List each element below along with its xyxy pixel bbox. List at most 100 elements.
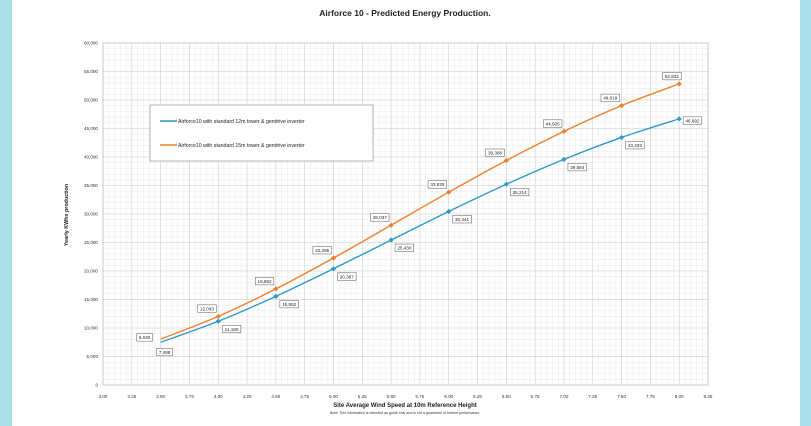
- chart-note: Note! This information is intended as gu…: [330, 411, 481, 415]
- data-label-box: [662, 72, 682, 81]
- x-tick-label: 5.25: [358, 394, 367, 399]
- y-tick-label: 20,000: [84, 269, 98, 274]
- data-label: 15,552: [282, 302, 296, 307]
- data-point-marker: [503, 181, 509, 187]
- data-label-box: [197, 304, 217, 313]
- data-label: 20,387: [340, 274, 354, 279]
- data-point-marker: [215, 318, 221, 324]
- x-tick-label: 3.50: [156, 394, 165, 399]
- data-point-marker: [273, 293, 279, 299]
- data-label-box: [682, 116, 703, 125]
- data-label-box: [221, 325, 242, 334]
- series-15m-tower: 8,040 12,043 16,862 22,285 28,037 33,825 39,38…: [136, 72, 682, 342]
- y-tick-label: 40,000: [84, 155, 98, 160]
- data-label: 28,037: [373, 215, 387, 220]
- y-tick-label: 50,000: [84, 98, 98, 103]
- data-point-marker: [676, 81, 682, 87]
- x-tick-label: 4.50: [271, 394, 280, 399]
- data-label: 46,692: [685, 118, 699, 123]
- x-tick-label: 7.00: [559, 394, 568, 399]
- x-tick-label: 6.75: [531, 394, 540, 399]
- data-label: 44,505: [546, 121, 560, 126]
- data-label: 11,180: [225, 327, 239, 332]
- series-12m-tower: 7,488 11,180 15,552 20,387 25,430 30,441 35,21…: [156, 116, 703, 357]
- data-label-box: [312, 246, 332, 255]
- x-tick-label: 7.75: [646, 394, 655, 399]
- data-label: 49,019: [603, 96, 617, 101]
- data-point-marker: [561, 128, 567, 134]
- x-tick-label: 7.25: [588, 394, 597, 399]
- series-15m-line: [160, 83, 680, 340]
- x-axis-label: Site Average Wind Speed at 10m Reference…: [333, 403, 477, 409]
- data-point-marker: [503, 157, 509, 164]
- x-tick-label: 5.50: [387, 394, 396, 399]
- data-label: 7,488: [159, 350, 171, 355]
- data-label: 35,214: [513, 190, 527, 195]
- data-label-box: [510, 188, 530, 197]
- data-label-box: [394, 243, 414, 252]
- y-tick-label: 25,000: [84, 240, 98, 245]
- data-label-box: [255, 277, 275, 286]
- data-label-box: [136, 333, 153, 342]
- data-point-marker: [388, 222, 394, 228]
- legend-entry: Airforce10 with standard 15m tower & gen…: [178, 143, 305, 149]
- x-tick-label: 5.00: [329, 394, 338, 399]
- data-label: 16,862: [258, 279, 272, 284]
- x-tick-label: 4.75: [300, 394, 309, 399]
- data-label-box: [279, 300, 299, 309]
- legend-entry: Airforce10 with standard 12m tower & gen…: [178, 119, 305, 125]
- data-point-marker: [330, 255, 337, 261]
- data-label: 22,285: [315, 248, 329, 253]
- data-point-marker: [618, 102, 625, 109]
- y-tick-label: 15,000: [84, 297, 98, 302]
- x-tick-label: 3.75: [185, 394, 194, 399]
- data-point-marker: [446, 208, 452, 215]
- x-tick-label: 6.25: [473, 394, 482, 399]
- x-tick-label: 4.00: [214, 394, 223, 399]
- data-label-box: [485, 148, 505, 157]
- chart-title: Airforce 10 - Predicted Energy Productio…: [319, 8, 490, 18]
- data-label-box: [452, 215, 472, 224]
- data-point-marker: [273, 286, 279, 292]
- data-label-box: [370, 213, 390, 222]
- data-point-marker: [561, 156, 567, 162]
- data-point-marker: [446, 189, 452, 195]
- y-tick-label: 60,000: [84, 41, 98, 46]
- data-label: 43,433: [628, 143, 642, 148]
- x-tick-label: 5.75: [415, 394, 424, 399]
- x-tick-label: 8.00: [675, 394, 684, 399]
- data-point-marker: [215, 313, 221, 319]
- data-label: 12,043: [200, 306, 214, 311]
- x-tick-label: 8.25: [704, 394, 713, 399]
- x-tick-label: 4.25: [243, 394, 252, 399]
- data-point-marker: [676, 116, 682, 122]
- data-label: 25,430: [397, 246, 411, 251]
- data-label-box: [427, 180, 447, 189]
- data-point-marker: [618, 134, 625, 141]
- data-label: 30,441: [455, 217, 469, 222]
- data-label-box: [567, 163, 587, 172]
- data-label: 8,040: [139, 335, 151, 340]
- x-tick-label: 6.50: [502, 394, 511, 399]
- x-tick-label: 3.25: [127, 394, 136, 399]
- data-label-box: [156, 348, 173, 357]
- data-label-box: [600, 93, 620, 102]
- y-tick-label: 30,000: [84, 212, 98, 217]
- x-tick-label: 3.00: [99, 394, 108, 399]
- data-label-box: [625, 141, 645, 150]
- data-point-marker: [330, 266, 337, 272]
- y-tick-label: 45,000: [84, 126, 98, 131]
- y-tick-label: 0: [95, 383, 98, 388]
- x-tick-label: 7.50: [617, 394, 626, 399]
- y-tick-label: 5,000: [87, 354, 99, 359]
- y-axis-label: Yearly KWhs production: [64, 184, 70, 246]
- plot-border: [102, 42, 709, 386]
- axis-layer: 3.00 3.25 3.50 3.75 4.00 4.25 4.50 4.75 5.00 5.25…: [84, 41, 713, 399]
- series-12m-line: [160, 118, 680, 343]
- y-tick-label: 35,000: [84, 183, 98, 188]
- x-tick-label: 6.00: [444, 394, 453, 399]
- data-label-box: [337, 272, 357, 281]
- data-label: 39,388: [488, 150, 502, 155]
